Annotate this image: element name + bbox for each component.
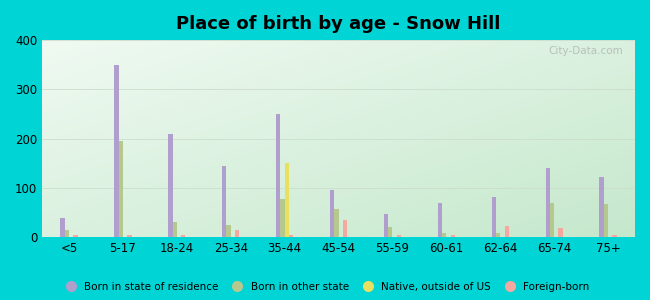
Bar <box>60 218 65 237</box>
Title: Place of birth by age - Snow Hill: Place of birth by age - Snow Hill <box>176 15 500 33</box>
Bar <box>396 235 401 237</box>
Bar <box>442 233 447 237</box>
Bar <box>285 163 289 237</box>
Bar <box>384 214 388 237</box>
Bar <box>65 230 69 237</box>
Bar <box>550 203 554 237</box>
Bar <box>604 204 608 237</box>
Bar <box>276 114 280 237</box>
Bar <box>181 235 185 237</box>
Bar <box>504 226 509 237</box>
Bar <box>558 228 563 237</box>
Bar <box>127 235 131 237</box>
Bar <box>599 177 604 237</box>
Legend: Born in state of residence, Born in other state, Native, outside of US, Foreign-: Born in state of residence, Born in othe… <box>57 278 593 295</box>
Bar <box>491 197 496 237</box>
Bar <box>334 208 339 237</box>
Bar <box>496 233 500 237</box>
Bar <box>119 141 123 237</box>
Bar <box>235 230 239 237</box>
Bar <box>545 168 550 237</box>
Bar <box>450 235 455 237</box>
Bar <box>330 190 334 237</box>
Bar <box>289 235 293 237</box>
Bar <box>280 199 285 237</box>
Bar <box>73 235 78 237</box>
Bar <box>168 134 172 237</box>
Bar <box>222 166 226 237</box>
Bar <box>437 203 442 237</box>
Bar <box>612 235 617 237</box>
Bar <box>114 65 119 237</box>
Text: City-Data.com: City-Data.com <box>549 46 623 56</box>
Bar <box>172 222 177 237</box>
Bar <box>388 227 393 237</box>
Bar <box>226 225 231 237</box>
Bar <box>343 220 347 237</box>
